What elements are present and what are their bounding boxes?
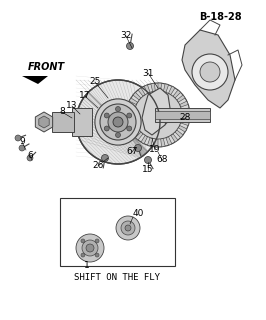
Circle shape — [192, 54, 228, 90]
Polygon shape — [178, 125, 187, 132]
Polygon shape — [173, 90, 181, 98]
Circle shape — [95, 99, 141, 145]
Polygon shape — [142, 88, 170, 135]
Text: 13: 13 — [66, 101, 78, 110]
Polygon shape — [161, 138, 165, 147]
Circle shape — [95, 253, 99, 257]
Text: 25: 25 — [89, 77, 101, 86]
Text: 8: 8 — [59, 108, 65, 116]
Text: 67: 67 — [126, 148, 138, 156]
Bar — [72, 108, 92, 136]
Polygon shape — [175, 130, 183, 138]
Text: 40: 40 — [132, 210, 144, 219]
Polygon shape — [133, 92, 141, 100]
Text: 31: 31 — [142, 68, 154, 77]
Polygon shape — [128, 123, 136, 129]
Text: 28: 28 — [179, 114, 191, 123]
Circle shape — [104, 113, 109, 118]
Circle shape — [126, 83, 190, 147]
Circle shape — [15, 135, 21, 141]
Circle shape — [134, 91, 182, 139]
Bar — [155, 108, 210, 122]
Text: 68: 68 — [156, 156, 168, 164]
Text: SHIFT ON THE FLY: SHIFT ON THE FLY — [74, 274, 160, 283]
Circle shape — [102, 155, 109, 162]
Text: 1: 1 — [84, 261, 90, 270]
Circle shape — [146, 103, 170, 127]
Polygon shape — [144, 85, 150, 93]
Polygon shape — [131, 128, 139, 135]
Polygon shape — [126, 111, 134, 115]
Text: 9: 9 — [19, 138, 25, 147]
Circle shape — [135, 145, 142, 151]
Circle shape — [125, 225, 131, 231]
Circle shape — [127, 113, 132, 118]
Polygon shape — [141, 135, 148, 144]
Circle shape — [82, 240, 98, 256]
Circle shape — [95, 239, 99, 243]
Circle shape — [27, 155, 33, 161]
Bar — [155, 111, 210, 119]
Polygon shape — [168, 86, 175, 95]
Text: 15: 15 — [142, 165, 154, 174]
Polygon shape — [180, 101, 188, 107]
Polygon shape — [147, 138, 153, 146]
Polygon shape — [158, 83, 161, 91]
Circle shape — [81, 239, 85, 243]
Polygon shape — [177, 95, 185, 102]
Text: 19: 19 — [149, 146, 161, 155]
Text: 6: 6 — [27, 151, 33, 161]
Polygon shape — [181, 120, 189, 125]
Circle shape — [127, 43, 134, 50]
Circle shape — [76, 80, 160, 164]
Polygon shape — [138, 88, 145, 96]
Circle shape — [127, 126, 132, 131]
Bar — [52, 112, 74, 132]
Polygon shape — [151, 83, 155, 92]
Text: 17: 17 — [79, 92, 91, 100]
Circle shape — [116, 216, 140, 240]
Text: 26: 26 — [92, 162, 104, 171]
Circle shape — [115, 107, 120, 111]
Circle shape — [200, 62, 220, 82]
Polygon shape — [126, 118, 135, 122]
Circle shape — [121, 221, 135, 235]
Text: 32: 32 — [120, 31, 132, 41]
Circle shape — [108, 112, 128, 132]
Polygon shape — [155, 139, 158, 147]
Circle shape — [86, 244, 94, 252]
Polygon shape — [181, 108, 190, 112]
Circle shape — [144, 156, 152, 164]
Polygon shape — [163, 84, 169, 92]
Polygon shape — [171, 134, 178, 142]
Circle shape — [115, 132, 120, 138]
Polygon shape — [22, 76, 48, 84]
Text: FRONT: FRONT — [28, 62, 65, 72]
Circle shape — [19, 145, 25, 151]
Circle shape — [104, 126, 109, 131]
Polygon shape — [182, 115, 190, 119]
Polygon shape — [129, 98, 138, 105]
Text: B-18-28: B-18-28 — [199, 12, 241, 22]
Circle shape — [100, 104, 136, 140]
Polygon shape — [182, 30, 235, 108]
Polygon shape — [127, 104, 135, 110]
Circle shape — [113, 117, 123, 127]
Polygon shape — [135, 132, 143, 140]
Polygon shape — [166, 137, 172, 145]
Bar — [60, 198, 175, 266]
Circle shape — [76, 234, 104, 262]
Circle shape — [81, 253, 85, 257]
